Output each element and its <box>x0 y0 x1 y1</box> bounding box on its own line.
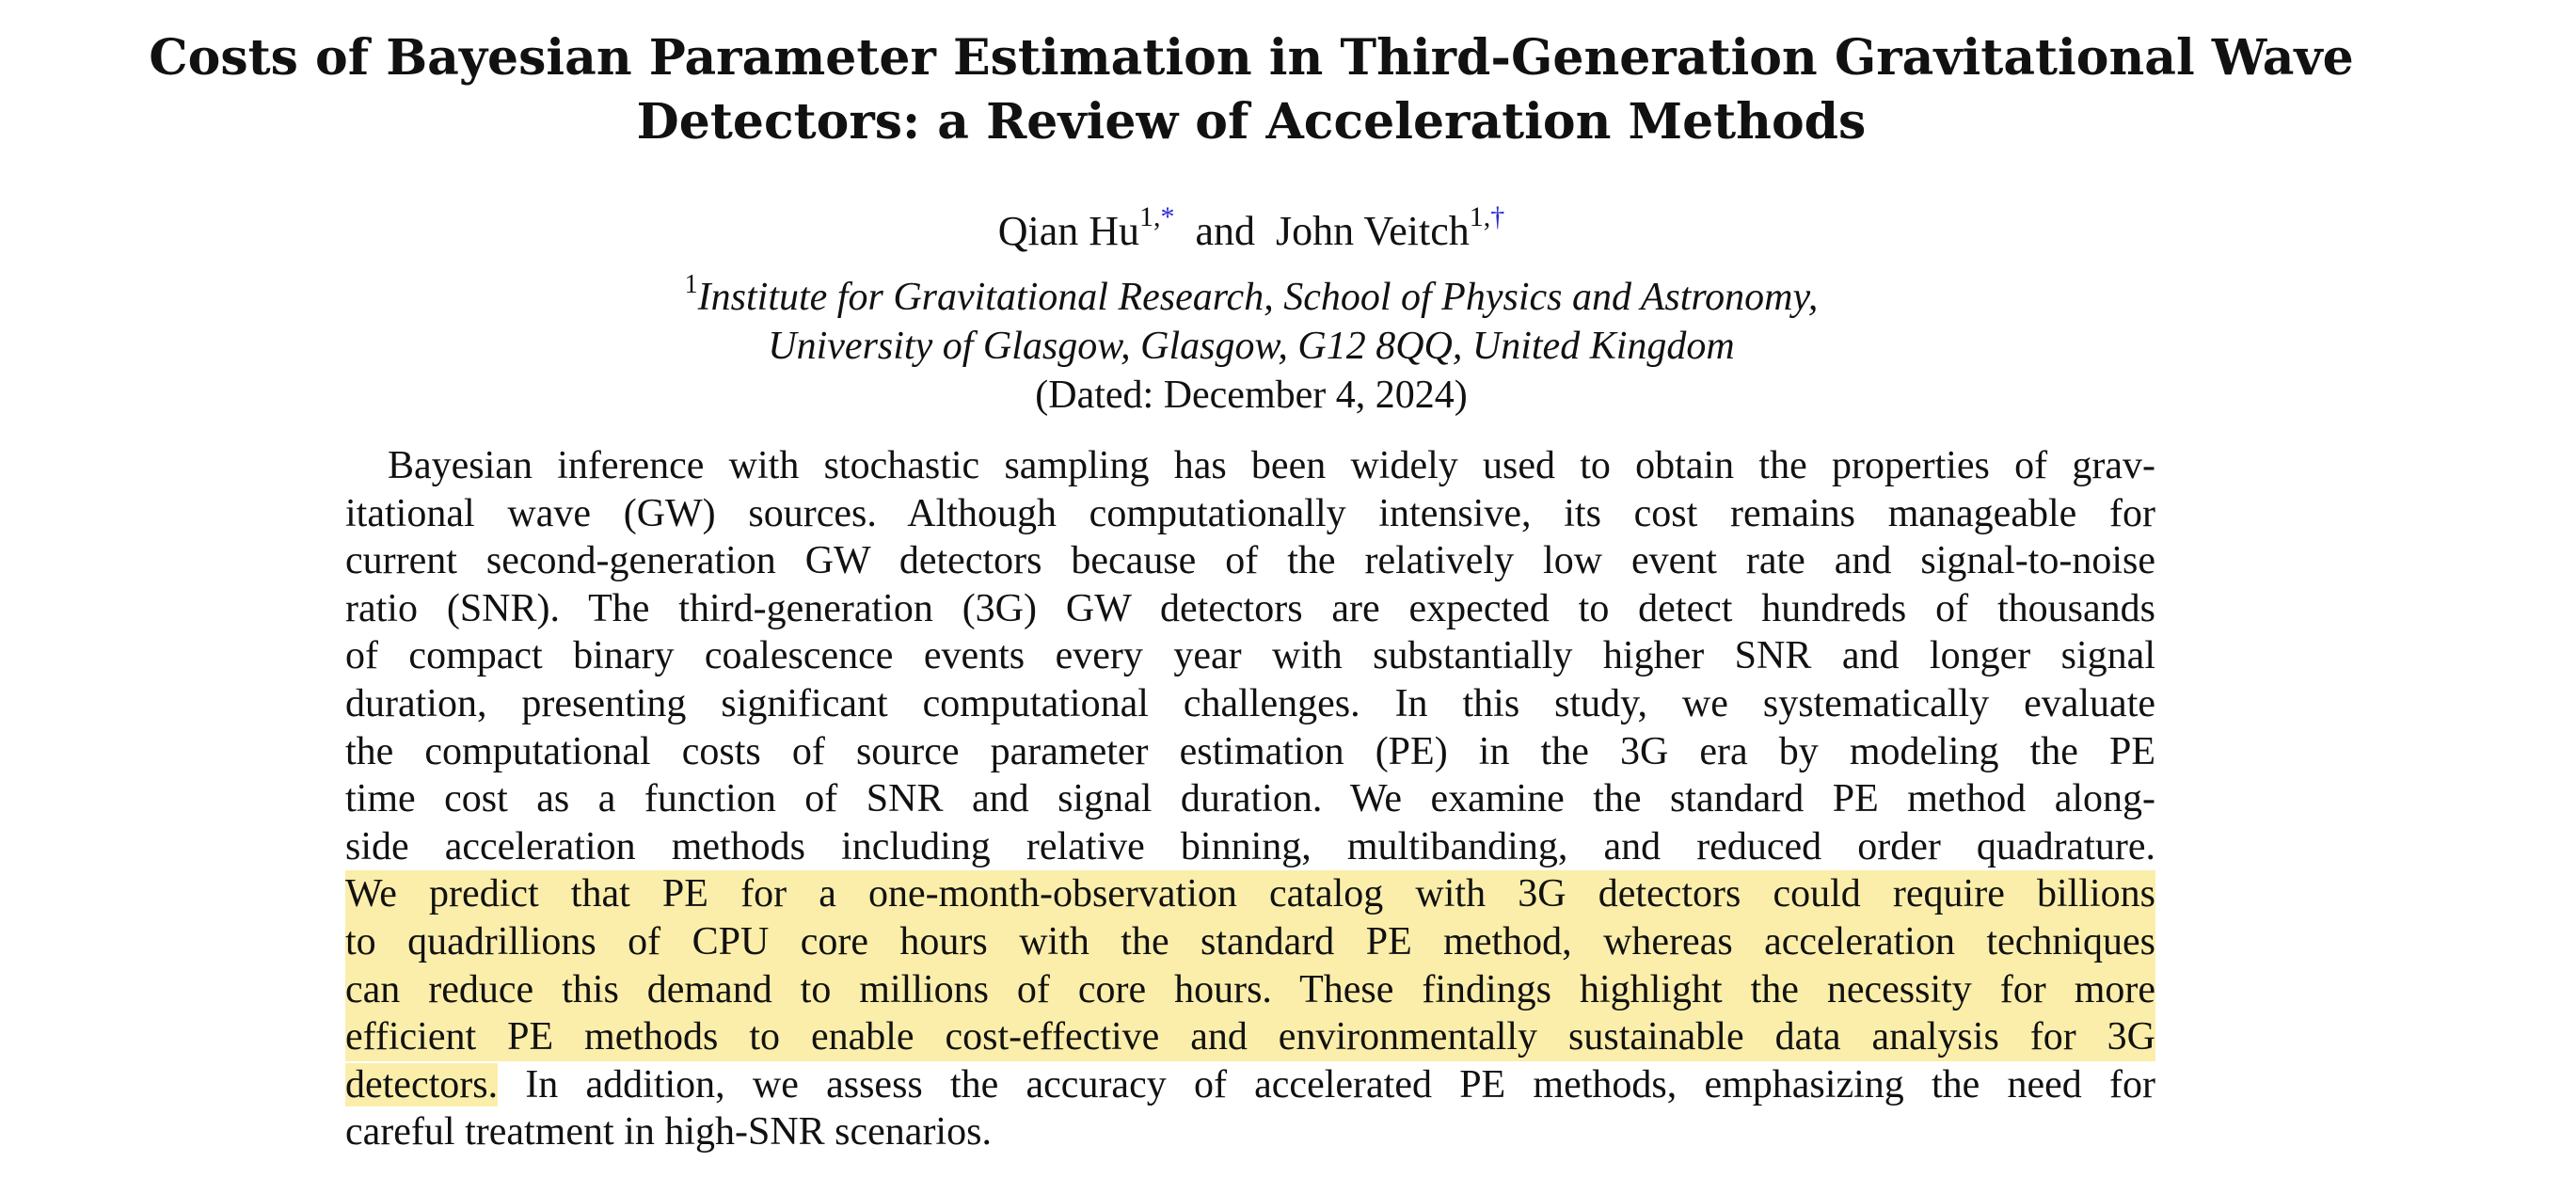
abstract-line: careful treatment in high-SNR scenarios. <box>345 1110 992 1154</box>
affiliation-line: University of Glasgow, Glasgow, G12 8QQ,… <box>768 325 1735 368</box>
title-line-1: Costs of Bayesian Parameter Estimation i… <box>149 29 2354 87</box>
highlighted-abstract-line[interactable]: can reduce this demand to millions of co… <box>345 965 2155 1014</box>
abstract-text: In addition, we assess the accuracy of a… <box>498 1062 2155 1106</box>
affiliation-line: 1Institute for Gravitational Research, S… <box>0 270 2503 322</box>
author-name: John Veitch <box>1276 208 1470 254</box>
abstract-line: duration, presenting significant computa… <box>345 681 2155 725</box>
highlighted-text[interactable]: detectors. <box>345 1062 499 1106</box>
abstract: Bayesian inference with stochastic sampl… <box>345 442 2155 1156</box>
author-list: Qian Hu1,* and John Veitch1,† <box>0 203 2503 258</box>
title-line-2: Detectors: a Review of Acceleration Meth… <box>636 93 1867 151</box>
author-name: Qian Hu <box>997 208 1140 254</box>
author-affiliation-sup: 1,* <box>1139 201 1175 232</box>
dated-line: (Dated: December 4, 2024) <box>1035 374 1468 417</box>
abstract-line: of compact binary coalescence events eve… <box>345 634 2155 678</box>
highlighted-abstract-line[interactable]: efficient PE methods to enable cost-effe… <box>345 1013 2155 1061</box>
highlighted-abstract-line[interactable]: to quadrillions of CPU core hours with t… <box>345 917 2155 966</box>
author-affiliation-sup: 1,† <box>1469 201 1505 232</box>
abstract-line: the computational costs of source parame… <box>345 729 2155 773</box>
highlighted-abstract-line[interactable]: We predict that PE for a one-month-obser… <box>345 870 2155 918</box>
affiliation-sup: 1 <box>684 270 698 299</box>
footnote-link[interactable]: * <box>1160 201 1175 232</box>
abstract-line: ratio (SNR). The third-generation (3G) G… <box>345 586 2155 630</box>
abstract-line: time cost as a function of SNR and signa… <box>345 777 2155 821</box>
abstract-line: current second-generation GW detectors b… <box>345 539 2155 583</box>
author-conjunction: and <box>1195 208 1256 254</box>
footnote-link[interactable]: † <box>1490 201 1505 232</box>
abstract-line: detectors. In addition, we assess the ac… <box>345 1061 2155 1109</box>
paper-title: Costs of Bayesian Parameter Estimation i… <box>0 26 2503 154</box>
abstract-line: itational wave (GW) sources. Although co… <box>345 491 2155 535</box>
affiliation-text: Institute for Gravitational Research, Sc… <box>697 276 1819 319</box>
affiliation-block: 1Institute for Gravitational Research, S… <box>0 270 2503 420</box>
abstract-line: Bayesian inference with stochastic sampl… <box>388 444 2155 487</box>
abstract-line: side acceleration methods including rela… <box>345 824 2155 868</box>
